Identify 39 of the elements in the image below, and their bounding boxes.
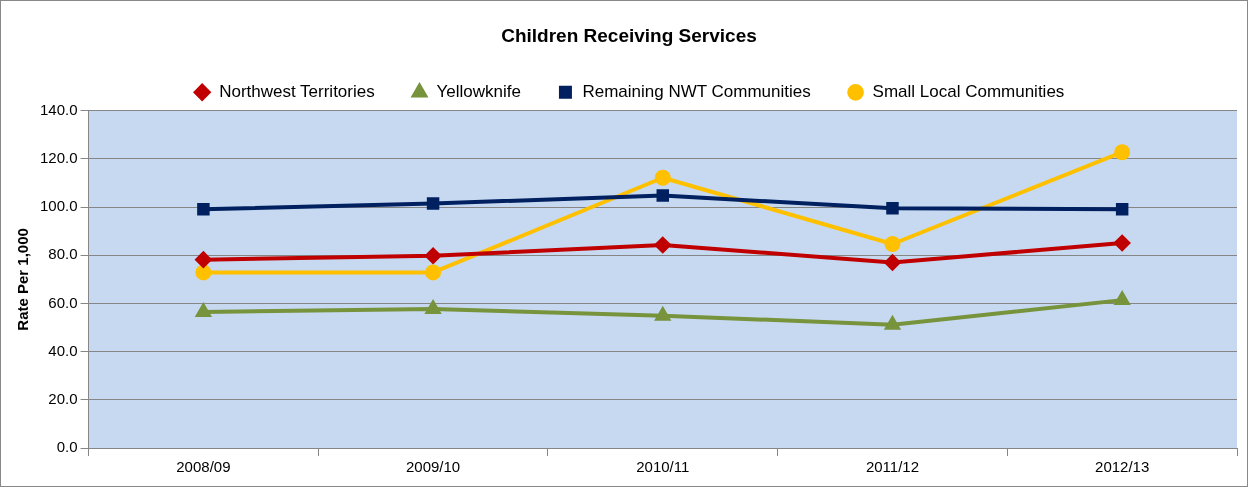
x-tick-label: 2012/13 — [1095, 458, 1150, 476]
point — [196, 303, 211, 317]
y-tick-label: 20.0 — [48, 389, 78, 407]
y-tick-label: 100.0 — [39, 197, 78, 215]
legend-label: Small Local Communities — [872, 81, 1065, 101]
point — [426, 197, 440, 210]
point — [1114, 235, 1131, 252]
point — [883, 314, 901, 330]
point — [1114, 144, 1131, 161]
legend-label: Remaining NWT Communities — [582, 81, 811, 101]
point — [195, 264, 212, 281]
x-tick-label: 2010/11 — [636, 458, 690, 476]
y-tick-label: 140.0 — [39, 100, 78, 118]
point — [654, 236, 671, 253]
point — [654, 169, 671, 186]
point — [425, 247, 442, 264]
point — [886, 202, 899, 215]
point — [884, 235, 901, 252]
point — [656, 189, 670, 202]
point — [425, 264, 442, 281]
point — [884, 254, 901, 271]
point — [1114, 292, 1130, 306]
legend-label: Yellowknife — [436, 81, 521, 101]
y-tick-label: 80.0 — [48, 245, 78, 263]
y-axis-title: Rate Per 1,000 — [14, 228, 32, 331]
point — [425, 301, 441, 315]
point — [654, 305, 672, 321]
point — [197, 203, 210, 216]
y-tick-label: 0.0 — [56, 438, 78, 456]
point — [195, 251, 212, 268]
x-tick-label: 2009/10 — [405, 458, 461, 476]
x-tick-label: 2011/12 — [865, 458, 920, 476]
x-tick-label: 2008/09 — [176, 458, 231, 476]
chart-title: Children Receiving Services — [501, 24, 757, 46]
point — [1115, 203, 1129, 216]
y-tick-label: 40.0 — [48, 341, 78, 359]
y-tick-label: 120.0 — [39, 149, 78, 167]
y-tick-label: 60.0 — [48, 293, 78, 311]
legend-label: Northwest Territories — [219, 81, 375, 101]
